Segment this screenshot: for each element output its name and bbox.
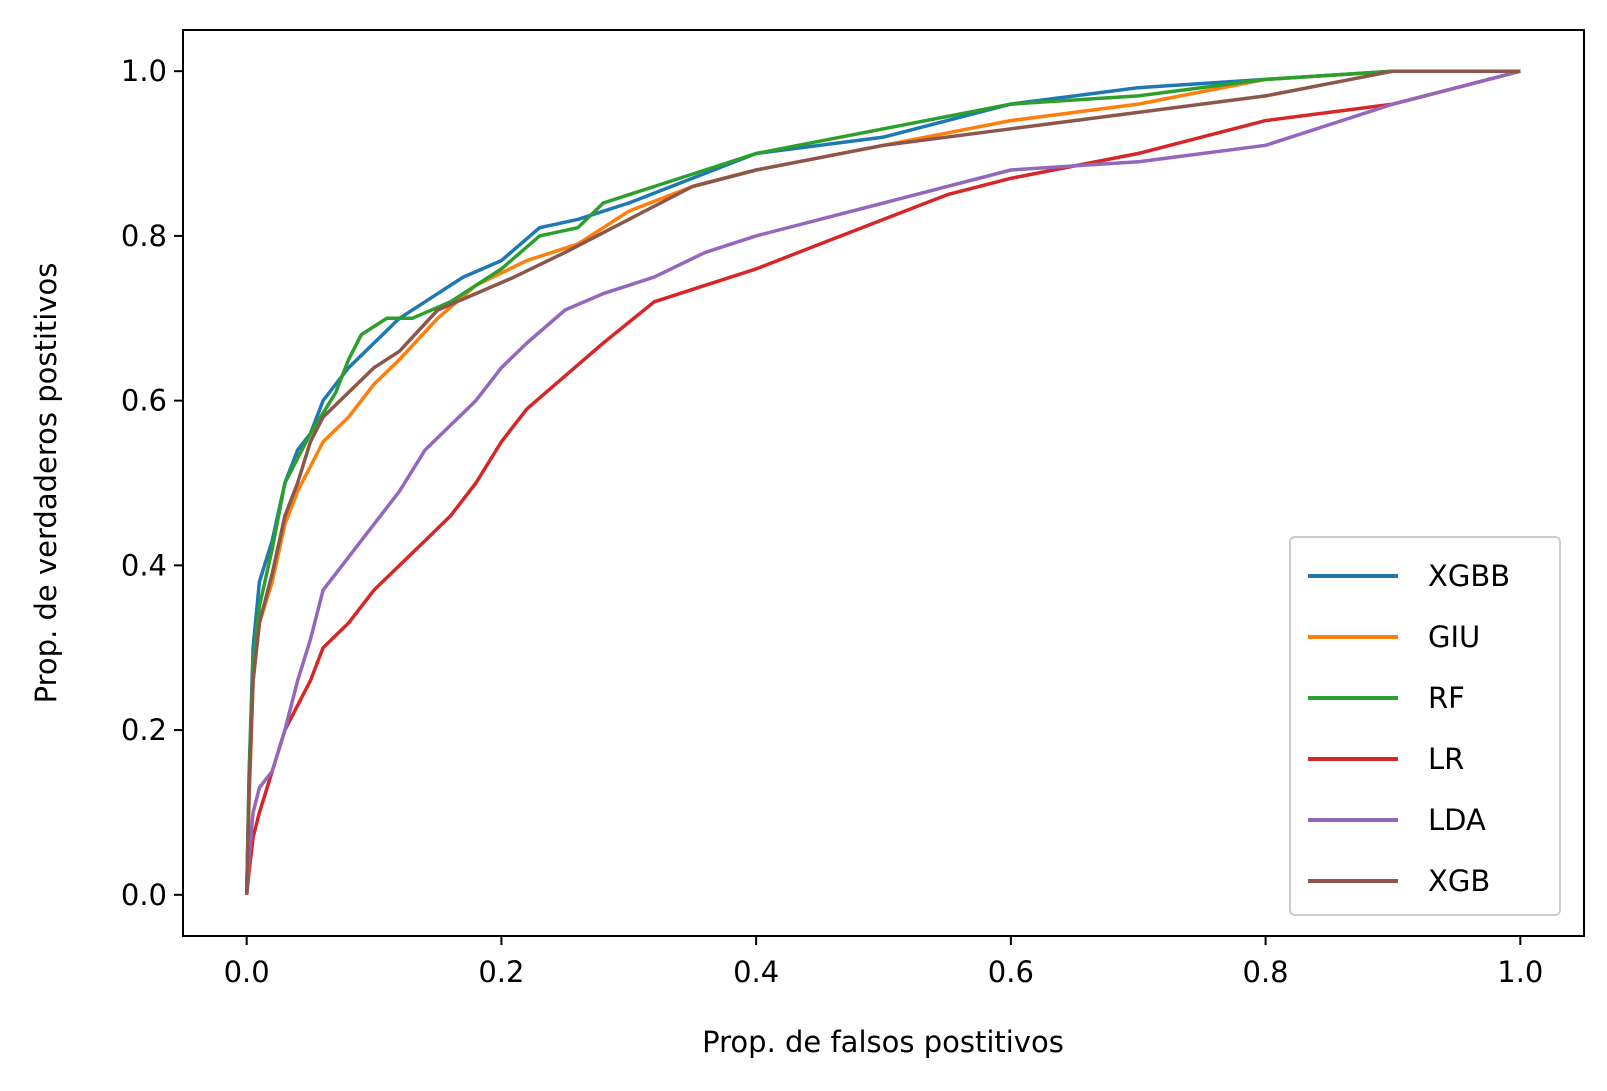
legend-label-giu: GIU: [1428, 620, 1480, 654]
y-tick-label: 0.6: [121, 384, 167, 418]
legend-label-lda: LDA: [1428, 803, 1486, 837]
y-axis-label: Prop. de verdaderos postitivos: [29, 263, 63, 704]
x-tick-label: 0.6: [988, 955, 1034, 989]
series-line-giu: [244, 69, 1521, 895]
x-axis-ticks: 0.0 0.2 0.4 0.6 0.8 1.0: [224, 936, 1543, 989]
series-line-rf: [244, 69, 1521, 895]
x-tick-label: 0.0: [224, 955, 270, 989]
legend-label-xgbb: XGBB: [1428, 559, 1510, 593]
x-tick-label: 0.4: [733, 955, 779, 989]
x-tick-label: 0.8: [1243, 955, 1289, 989]
y-tick-label: 1.0: [121, 54, 167, 88]
legend-label-rf: RF: [1428, 681, 1465, 715]
y-tick-label: 0.0: [121, 878, 167, 912]
legend-box: [1289, 536, 1561, 916]
x-axis-label: Prop. de falsos postitivos: [702, 1025, 1064, 1059]
y-tick-label: 0.8: [121, 219, 167, 253]
series-layer: [244, 69, 1521, 895]
legend: XGBB GIU RF LR LDA XGB: [1289, 536, 1561, 916]
y-tick-label: 0.4: [121, 548, 167, 582]
legend-label-xgb: XGB: [1428, 864, 1490, 898]
y-axis-ticks: 0.0 0.2 0.4 0.6 0.8 1.0: [121, 54, 183, 912]
legend-entries: XGBB GIU RF LR LDA XGB: [1308, 559, 1510, 898]
legend-label-lr: LR: [1428, 742, 1464, 776]
x-tick-label: 1.0: [1497, 955, 1543, 989]
y-tick-label: 0.2: [121, 713, 167, 747]
series-line-xgb: [244, 69, 1521, 895]
plot-frame: [182, 29, 1585, 937]
x-tick-label: 0.2: [478, 955, 524, 989]
series-line-lda: [244, 69, 1521, 895]
